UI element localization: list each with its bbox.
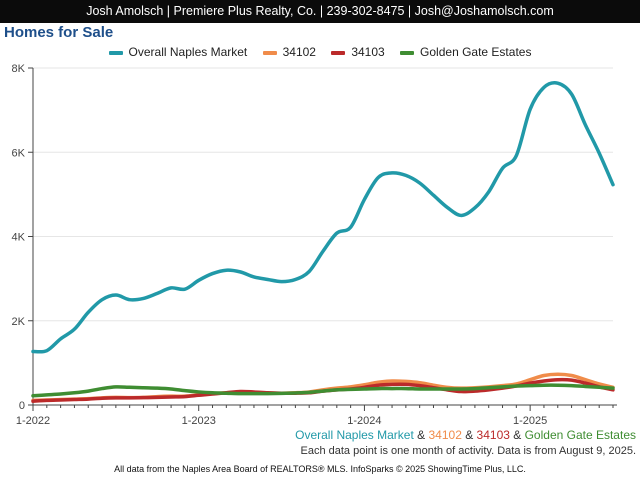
chart-title: Homes for Sale bbox=[4, 24, 114, 41]
caption-amp-1: & bbox=[413, 428, 429, 442]
chart-caption: Overall Naples Market & 34102 & 34103 & … bbox=[295, 428, 636, 442]
series-line-0 bbox=[31, 80, 615, 354]
legend-item-34103[interactable]: 34103 bbox=[331, 45, 385, 59]
y-tick-label: 0 bbox=[19, 400, 25, 412]
contact-banner-text: Josh Amolsch | Premiere Plus Realty, Co.… bbox=[86, 4, 554, 18]
legend-item-golden-gate[interactable]: Golden Gate Estates bbox=[400, 45, 531, 59]
y-tick-label: 6K bbox=[12, 147, 26, 159]
legend-label-34102: 34102 bbox=[282, 45, 316, 59]
legend-swatch-overall bbox=[108, 50, 123, 55]
data-note: Each data point is one month of activity… bbox=[300, 445, 636, 457]
legend-item-34102[interactable]: 34102 bbox=[262, 45, 316, 59]
caption-overall: Overall Naples Market bbox=[295, 428, 414, 442]
series-line-3 bbox=[31, 383, 615, 398]
legend-label-golden-gate: Golden Gate Estates bbox=[420, 45, 532, 59]
caption-34103: 34103 bbox=[476, 428, 510, 442]
legend-swatch-golden-gate bbox=[400, 50, 415, 55]
y-tick-label: 4K bbox=[12, 232, 26, 244]
y-tick-label: 8K bbox=[12, 63, 26, 75]
y-tick-label: 2K bbox=[12, 316, 26, 328]
legend-label-overall: Overall Naples Market bbox=[128, 45, 248, 59]
legend-swatch-34103 bbox=[331, 50, 346, 55]
source-footer: All data from the Naples Area Board of R… bbox=[114, 464, 526, 474]
legend-label-34103: 34103 bbox=[351, 45, 385, 59]
legend-swatch-34102 bbox=[262, 50, 277, 55]
x-tick-label: 1-2025 bbox=[513, 415, 547, 427]
caption-34102: 34102 bbox=[428, 428, 462, 442]
x-tick-label: 1-2024 bbox=[347, 415, 381, 427]
chart-legend: Overall Naples Market 34102 34103 Golden… bbox=[0, 45, 640, 59]
x-tick-label: 1-2023 bbox=[182, 415, 216, 427]
caption-amp-2: & bbox=[461, 428, 477, 442]
contact-banner: Josh Amolsch | Premiere Plus Realty, Co.… bbox=[0, 0, 640, 23]
caption-amp-3: & bbox=[509, 428, 525, 442]
x-tick-label: 1-2022 bbox=[16, 415, 50, 427]
legend-item-overall[interactable]: Overall Naples Market bbox=[108, 45, 248, 59]
caption-golden-gate: Golden Gate Estates bbox=[524, 428, 636, 442]
